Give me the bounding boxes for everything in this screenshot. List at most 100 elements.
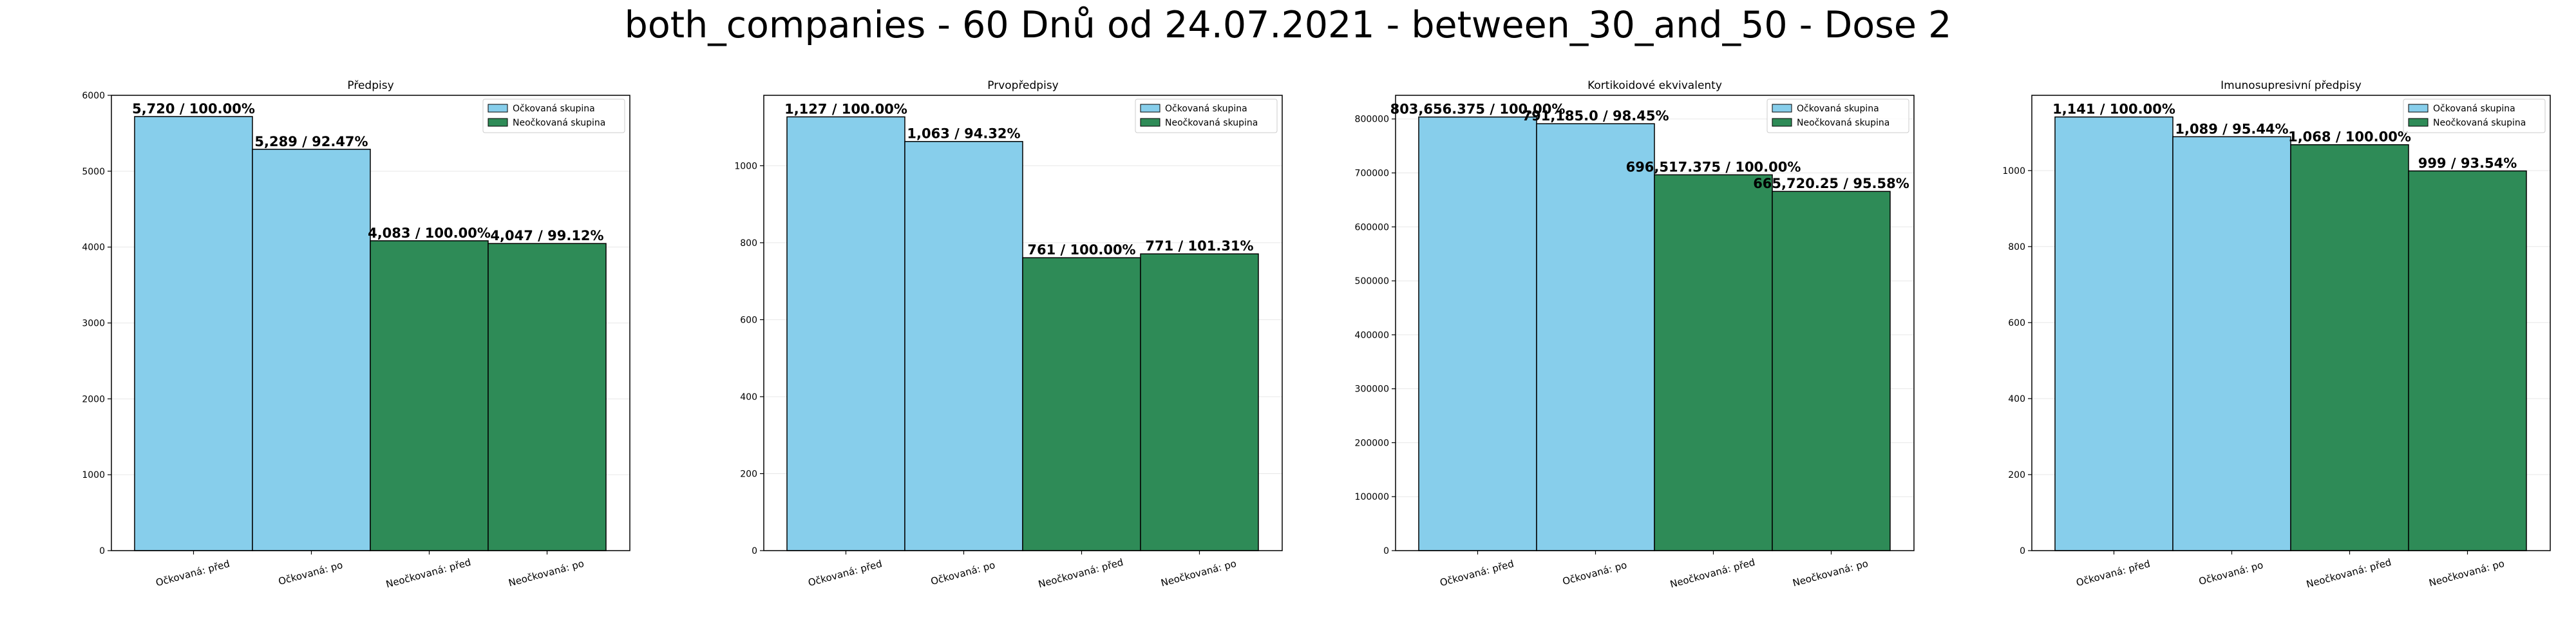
y-tick-label: 5000 [82, 167, 105, 177]
y-tick-label: 400 [740, 392, 757, 402]
y-tick-label: 1000 [2002, 166, 2025, 176]
x-tick-label: Očkovaná: před [2075, 558, 2152, 589]
y-tick-label: 600000 [1355, 222, 1389, 232]
chart-title: Předpisy [347, 79, 393, 92]
bar [2172, 136, 2291, 551]
legend-swatch [2408, 104, 2429, 113]
x-tick-label: Neočkovaná: po [2428, 558, 2506, 589]
x-tick-label: Očkovaná: po [929, 559, 996, 587]
y-tick-label: 200 [2008, 470, 2025, 480]
legend-box [1766, 99, 1909, 133]
y-tick-label: 700000 [1355, 169, 1389, 179]
chart-title: Kortikoidové ekvivalenty [1587, 79, 1722, 92]
data-label: 771 / 101.31% [1145, 238, 1253, 254]
data-label: 5,289 / 92.47% [254, 134, 368, 149]
y-tick-label: 0 [1383, 546, 1389, 556]
x-tick-label: Očkovaná: po [1561, 559, 1628, 587]
y-tick-label: 2000 [82, 394, 105, 404]
y-tick-label: 600 [740, 315, 757, 325]
data-label: 791,185.0 / 98.45% [1522, 108, 1669, 124]
legend-label: Očkovaná skupina [1797, 104, 1879, 114]
y-tick-label: 800000 [1355, 115, 1389, 125]
y-tick-label: 4000 [82, 243, 105, 253]
legend-swatch [1772, 118, 1792, 127]
legend-label: Neočkovaná skupina [2433, 118, 2526, 128]
bar [2054, 116, 2174, 551]
bar [1418, 116, 1537, 551]
legend-label: Neočkovaná skupina [513, 118, 605, 128]
x-tick-label: Očkovaná: před [807, 558, 884, 589]
chart-title: Imunosupresivní předpisy [2221, 79, 2362, 92]
bar [370, 240, 489, 551]
x-tick-label: Neočkovaná: před [2305, 556, 2392, 591]
x-tick-label: Neočkovaná: po [1792, 558, 1870, 589]
legend-swatch [488, 104, 508, 113]
data-label: 1,063 / 94.32% [907, 126, 1020, 142]
y-tick-label: 400000 [1355, 330, 1389, 341]
chart-panel-3: 803,656.375 / 100.00%791,185.0 / 98.45% 6… [1355, 79, 1915, 590]
y-tick-label: 6000 [82, 91, 105, 101]
y-tick-label: 800 [2008, 242, 2025, 252]
data-label: 4,047 / 99.12% [490, 228, 603, 243]
data-label: 1,089 / 95.44% [2175, 121, 2288, 137]
bar [1022, 257, 1141, 551]
x-tick-label: Očkovaná: před [155, 558, 231, 589]
data-label: 999 / 93.54% [2418, 155, 2517, 171]
y-tick-label: 0 [2020, 546, 2025, 556]
legend-swatch [2408, 118, 2429, 127]
y-tick-label: 0 [752, 546, 757, 556]
legend-label: Očkovaná skupina [513, 104, 595, 114]
y-tick-label: 1000 [734, 161, 757, 171]
legend-box [482, 99, 625, 133]
bar [134, 116, 253, 551]
bar [904, 140, 1023, 551]
x-tick-label: Neočkovaná: před [1037, 556, 1124, 591]
figure-title: both_companies - 60 Dnů od 24.07.2021 - … [624, 4, 1952, 46]
legend-swatch [488, 118, 508, 127]
data-label: 1,068 / 100.00% [2288, 129, 2411, 145]
data-label: 803,656.375 / 100.00% [1390, 102, 1566, 117]
legend-label: Očkovaná skupina [1165, 104, 1247, 114]
y-tick-label: 0 [99, 546, 105, 556]
legend-swatch [1140, 104, 1160, 113]
bar [1536, 123, 1655, 551]
chart-title: Prvopředpisy [987, 79, 1059, 92]
axes-frame [763, 95, 1283, 551]
bar [1140, 253, 1259, 551]
x-tick-label: Očkovaná: po [2197, 559, 2264, 587]
x-tick-label: Neočkovaná: po [1160, 558, 1238, 589]
data-label: 1,127 / 100.00% [784, 101, 907, 117]
y-tick-label: 500000 [1355, 276, 1389, 287]
y-tick-label: 400 [2008, 394, 2025, 404]
bar [2408, 170, 2527, 551]
data-label: 665,720.25 / 95.58% [1753, 176, 1909, 191]
y-tick-label: 800 [740, 238, 757, 249]
chart-panel-1: 5,720 / 100.00% 5,289 / 92.47% 4,083 / 100… [82, 79, 630, 591]
y-tick-label: 600 [2008, 318, 2025, 328]
x-tick-label: Očkovaná: po [277, 559, 344, 587]
y-tick-label: 1000 [82, 470, 105, 480]
legend-box [1135, 99, 1278, 133]
x-tick-label: Neočkovaná: před [384, 556, 472, 591]
legend-label: Neočkovaná skupina [1797, 118, 1889, 128]
bar [786, 116, 905, 551]
bar [488, 243, 607, 551]
bar [1772, 191, 1891, 551]
legend-swatch [1140, 118, 1160, 127]
y-tick-label: 200 [740, 469, 757, 479]
data-label: 1,141 / 100.00% [2052, 102, 2175, 117]
legend-swatch [1772, 104, 1792, 113]
data-label: 4,083 / 100.00% [368, 225, 491, 241]
legend-label: Neočkovaná skupina [1165, 118, 1258, 128]
y-tick-label: 300000 [1355, 384, 1389, 395]
data-label: 761 / 100.00% [1027, 242, 1135, 258]
axes-frame [1395, 95, 1915, 551]
x-tick-label: Neočkovaná: po [507, 558, 585, 589]
bar [252, 149, 371, 551]
legend-label: Očkovaná skupina [2433, 104, 2515, 114]
x-tick-label: Očkovaná: před [1439, 558, 1515, 589]
y-tick-label: 100000 [1355, 492, 1389, 502]
data-label: 5,720 / 100.00% [132, 101, 255, 117]
y-tick-label: 3000 [82, 319, 105, 329]
